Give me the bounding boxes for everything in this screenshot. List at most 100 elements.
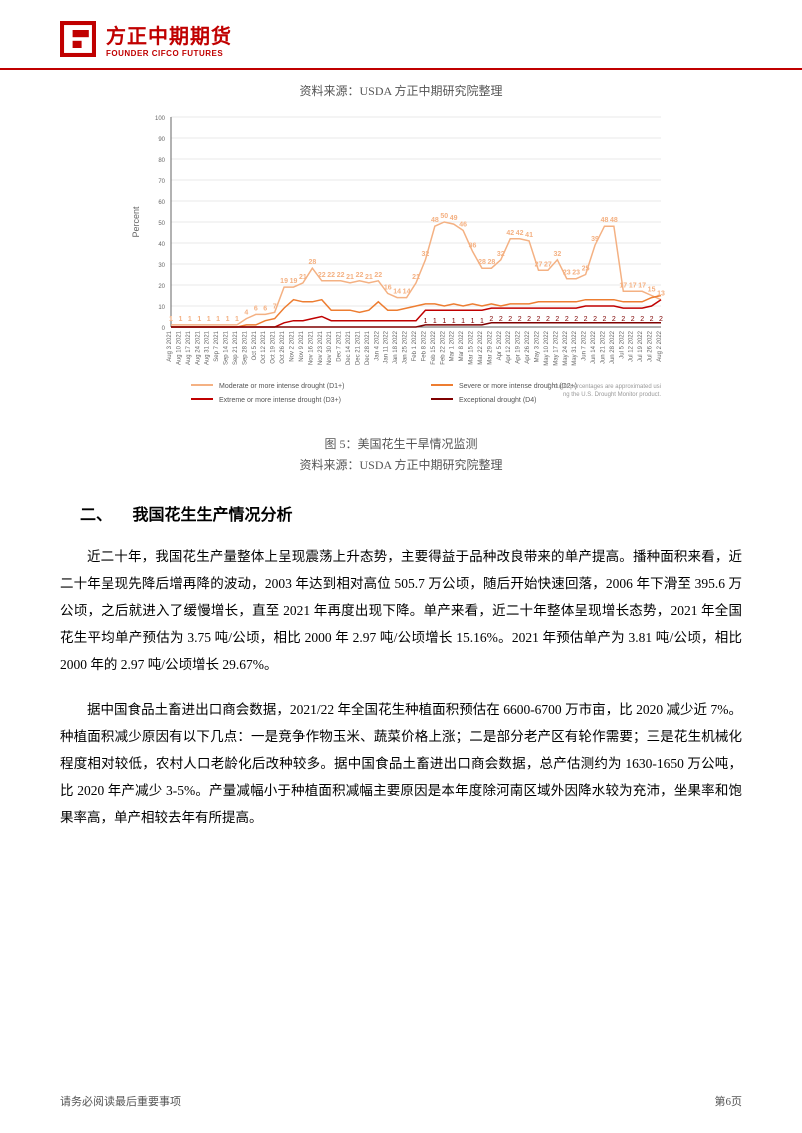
paragraph: 近二十年，我国花生产量整体上呈现震荡上升态势，主要得益于品种改良带来的单产提高。… [60, 543, 742, 678]
svg-text:May 31 2022: May 31 2022 [572, 330, 578, 365]
svg-text:Aug 24 2021: Aug 24 2021 [195, 330, 201, 365]
svg-text:2: 2 [631, 316, 635, 323]
svg-text:Dec 28 2021: Dec 28 2021 [365, 330, 371, 365]
svg-text:Feb 15 2022: Feb 15 2022 [431, 330, 437, 364]
logo-en: FOUNDER CIFCO FUTURES [106, 49, 232, 58]
svg-text:2: 2 [612, 316, 616, 323]
svg-text:40: 40 [158, 242, 165, 248]
svg-text:2: 2 [603, 316, 607, 323]
svg-text:Apr 5 2022: Apr 5 2022 [497, 330, 503, 360]
svg-text:Aug 3 2021: Aug 3 2021 [167, 330, 173, 361]
svg-text:Mar 29 2022: Mar 29 2022 [487, 330, 493, 364]
svg-text:1: 1 [207, 316, 211, 323]
svg-text:50: 50 [440, 213, 448, 220]
svg-text:19: 19 [280, 278, 288, 285]
svg-text:Nov 23 2021: Nov 23 2021 [318, 330, 324, 365]
svg-text:23: 23 [572, 270, 580, 277]
svg-text:22: 22 [318, 272, 326, 279]
svg-text:14: 14 [403, 289, 411, 296]
svg-text:22: 22 [374, 272, 382, 279]
svg-text:2: 2 [546, 316, 550, 323]
svg-text:Oct 19 2021: Oct 19 2021 [271, 330, 277, 363]
svg-text:22: 22 [327, 272, 335, 279]
svg-text:28: 28 [487, 259, 495, 266]
svg-text:Jul 26 2022: Jul 26 2022 [648, 330, 654, 362]
svg-text:48: 48 [610, 217, 618, 224]
svg-text:2: 2 [574, 316, 578, 323]
svg-text:7: 7 [273, 303, 277, 310]
svg-text:May 24 2022: May 24 2022 [563, 330, 569, 365]
svg-text:Oct 26 2021: Oct 26 2021 [280, 330, 286, 363]
logo-icon [60, 21, 96, 57]
svg-text:1: 1 [216, 316, 220, 323]
svg-text:Aug 2 2022: Aug 2 2022 [657, 330, 663, 361]
svg-text:1: 1 [226, 316, 230, 323]
svg-text:Percent: Percent [131, 206, 141, 238]
svg-text:2: 2 [584, 316, 588, 323]
page-footer: 请务必阅读最后重要事项 第6页 [60, 1093, 742, 1109]
svg-text:46: 46 [459, 221, 467, 228]
svg-text:Extreme or more intense drough: Extreme or more intense drought (D3+) [219, 397, 341, 404]
svg-text:42: 42 [506, 230, 514, 237]
svg-text:May 10 2022: May 10 2022 [544, 330, 550, 365]
svg-text:25: 25 [582, 266, 590, 273]
svg-text:Sep 7 2021: Sep 7 2021 [214, 330, 220, 361]
svg-text:15: 15 [648, 287, 656, 294]
svg-text:Feb 8 2022: Feb 8 2022 [421, 330, 427, 361]
svg-text:Apr 19 2022: Apr 19 2022 [516, 330, 522, 363]
svg-text:Jun 14 2022: Jun 14 2022 [591, 330, 597, 364]
svg-text:28: 28 [478, 259, 486, 266]
svg-text:2: 2 [650, 316, 654, 323]
svg-text:Jan 4 2022: Jan 4 2022 [374, 330, 380, 360]
footer-disclaimer: 请务必阅读最后重要事项 [60, 1093, 181, 1109]
svg-text:Exceptional drought (D4): Exceptional drought (D4) [459, 397, 536, 404]
svg-text:2: 2 [508, 316, 512, 323]
svg-text:2: 2 [659, 316, 663, 323]
svg-text:Jul 12 2022: Jul 12 2022 [629, 330, 635, 362]
svg-text:1: 1 [461, 318, 465, 325]
svg-text:2: 2 [489, 316, 493, 323]
logo-text: 方正中期期货 FOUNDER CIFCO FUTURES [106, 20, 232, 58]
svg-text:Apr 12 2022: Apr 12 2022 [506, 330, 512, 363]
svg-text:May 3 2022: May 3 2022 [535, 330, 541, 362]
svg-text:1: 1 [480, 318, 484, 325]
svg-text:80: 80 [158, 158, 165, 164]
svg-text:23: 23 [563, 270, 571, 277]
svg-text:2: 2 [518, 316, 522, 323]
svg-text:21: 21 [365, 274, 373, 281]
svg-text:60: 60 [158, 200, 165, 206]
svg-text:1: 1 [442, 318, 446, 325]
svg-text:Moderate or more intense droug: Moderate or more intense drought (D1+) [219, 383, 344, 390]
svg-text:Jun 21 2022: Jun 21 2022 [600, 330, 606, 364]
svg-text:ng the U.S. Drought Monitor pr: ng the U.S. Drought Monitor product. [563, 392, 661, 398]
svg-text:1: 1 [471, 318, 475, 325]
svg-text:4: 4 [244, 310, 248, 317]
svg-text:2: 2 [537, 316, 541, 323]
svg-text:Feb 22 2022: Feb 22 2022 [440, 330, 446, 364]
svg-text:Sep 21 2021: Sep 21 2021 [233, 330, 239, 365]
svg-text:17: 17 [638, 282, 646, 289]
svg-text:Jun 28 2022: Jun 28 2022 [610, 330, 616, 364]
svg-text:Jan 25 2022: Jan 25 2022 [403, 330, 409, 364]
logo-cn: 方正中期期货 [106, 20, 232, 49]
svg-text:14: 14 [393, 289, 401, 296]
svg-text:22: 22 [337, 272, 345, 279]
svg-text:1: 1 [452, 318, 456, 325]
svg-text:2: 2 [593, 316, 597, 323]
svg-text:1: 1 [169, 316, 173, 323]
svg-text:2: 2 [527, 316, 531, 323]
svg-text:1: 1 [423, 318, 427, 325]
svg-text:100: 100 [155, 116, 166, 122]
svg-text:27: 27 [544, 261, 552, 268]
svg-text:Dec 21 2021: Dec 21 2021 [355, 330, 361, 365]
svg-text:Sep 14 2021: Sep 14 2021 [224, 330, 230, 365]
svg-text:49: 49 [450, 215, 458, 222]
svg-text:Dec 7 2021: Dec 7 2021 [337, 330, 343, 361]
svg-text:Aug 10 2021: Aug 10 2021 [176, 330, 182, 365]
svg-text:Jul 5 2022: Jul 5 2022 [619, 330, 625, 358]
figure-source: 资料来源：USDA 方正中期研究院整理 [0, 456, 802, 473]
section-title-text: 我国花生生产情况分析 [132, 507, 292, 524]
drought-chart: 0102030405060708090100PercentAug 3 2021A… [121, 107, 681, 427]
svg-text:13: 13 [657, 291, 665, 298]
svg-text:6: 6 [263, 305, 267, 312]
